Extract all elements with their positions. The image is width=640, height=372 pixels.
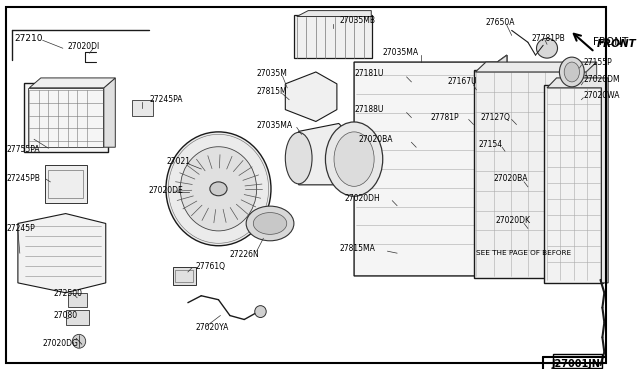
Text: 27020DI: 27020DI [68, 42, 100, 51]
Text: 27020BA: 27020BA [359, 135, 394, 144]
Text: 27020YA: 27020YA [196, 323, 229, 332]
Text: FRONT: FRONT [596, 39, 636, 49]
Ellipse shape [180, 147, 257, 231]
Ellipse shape [334, 132, 374, 186]
Bar [68, 293, 86, 307]
Text: 27035MA: 27035MA [383, 48, 419, 57]
Text: 27761Q: 27761Q [196, 262, 225, 270]
Bar [28, 88, 103, 147]
Bar [66, 310, 88, 326]
Text: 27245PA: 27245PA [150, 95, 183, 104]
Ellipse shape [564, 62, 579, 82]
Polygon shape [29, 78, 115, 88]
Text: 27781PB: 27781PB [532, 34, 566, 43]
Text: 27650A: 27650A [486, 18, 515, 27]
Polygon shape [547, 78, 608, 283]
Bar [175, 270, 193, 282]
Bar [24, 83, 108, 152]
Text: 27020WA: 27020WA [583, 91, 620, 100]
Ellipse shape [246, 206, 294, 241]
Polygon shape [497, 55, 507, 276]
Text: 27226N: 27226N [230, 250, 260, 259]
Text: 27188U: 27188U [354, 105, 383, 114]
Ellipse shape [166, 132, 271, 246]
Text: 27127Q: 27127Q [480, 113, 510, 122]
Bar [294, 15, 372, 58]
Text: J27001JN: J27001JN [552, 359, 600, 369]
Text: 27155P: 27155P [583, 58, 612, 67]
Text: 27035MB: 27035MB [340, 16, 376, 25]
Text: 27080: 27080 [53, 311, 77, 320]
Text: 27021: 27021 [167, 157, 191, 166]
Text: 27035M: 27035M [257, 70, 287, 78]
Bar [132, 100, 152, 116]
Ellipse shape [210, 182, 227, 196]
Text: 27815M: 27815M [257, 87, 287, 96]
Text: 27020DK: 27020DK [495, 216, 531, 225]
Bar [49, 170, 83, 198]
Bar [474, 70, 587, 278]
Ellipse shape [285, 132, 312, 184]
Text: 27020DG: 27020DG [43, 339, 79, 348]
Ellipse shape [253, 212, 287, 234]
Text: 27210: 27210 [14, 34, 43, 43]
Polygon shape [476, 62, 596, 72]
Text: SEE THE PAGE OF BEFORE: SEE THE PAGE OF BEFORE [476, 250, 572, 256]
Text: 27020DM: 27020DM [583, 76, 620, 84]
Text: 27020DE: 27020DE [148, 186, 184, 195]
Bar [173, 267, 196, 285]
Text: FRONT: FRONT [593, 37, 628, 47]
Bar [553, 354, 602, 368]
Text: 272500: 272500 [53, 289, 82, 298]
Text: 27167U: 27167U [447, 77, 477, 86]
Ellipse shape [72, 334, 86, 348]
Polygon shape [297, 10, 371, 16]
Ellipse shape [559, 57, 584, 87]
Text: 27781P: 27781P [431, 113, 459, 122]
Text: 27245PB: 27245PB [6, 174, 40, 183]
Text: 27035MA: 27035MA [257, 121, 292, 130]
Bar [45, 165, 86, 203]
Ellipse shape [536, 38, 557, 58]
Text: 27154: 27154 [478, 140, 502, 149]
Bar [544, 85, 604, 283]
Text: 27020BA: 27020BA [493, 174, 528, 183]
Text: 27245P: 27245P [6, 224, 35, 233]
Polygon shape [354, 55, 507, 276]
Polygon shape [18, 214, 106, 293]
Ellipse shape [325, 122, 383, 196]
Text: 27020DH: 27020DH [344, 194, 380, 203]
Ellipse shape [255, 306, 266, 318]
Polygon shape [104, 78, 115, 147]
Polygon shape [586, 62, 596, 276]
Polygon shape [285, 72, 337, 122]
Text: 27815MA: 27815MA [340, 244, 376, 253]
Polygon shape [299, 124, 354, 185]
Text: 27755PA: 27755PA [6, 145, 40, 154]
Text: 27181U: 27181U [354, 70, 383, 78]
